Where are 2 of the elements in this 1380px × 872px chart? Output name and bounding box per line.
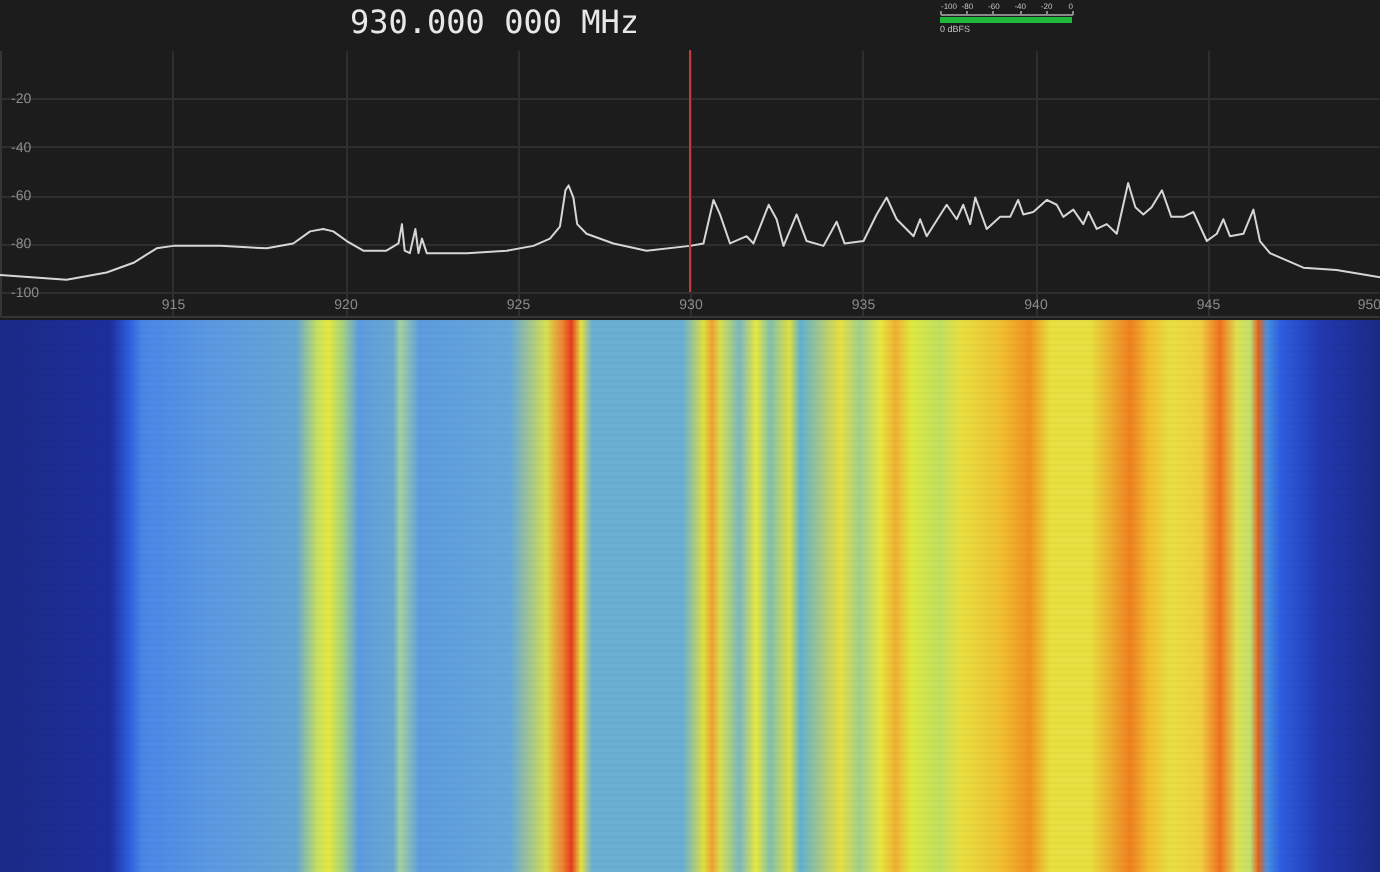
chart-title: 930.000 000 MHz (350, 3, 639, 41)
line-series (0, 182, 1380, 281)
